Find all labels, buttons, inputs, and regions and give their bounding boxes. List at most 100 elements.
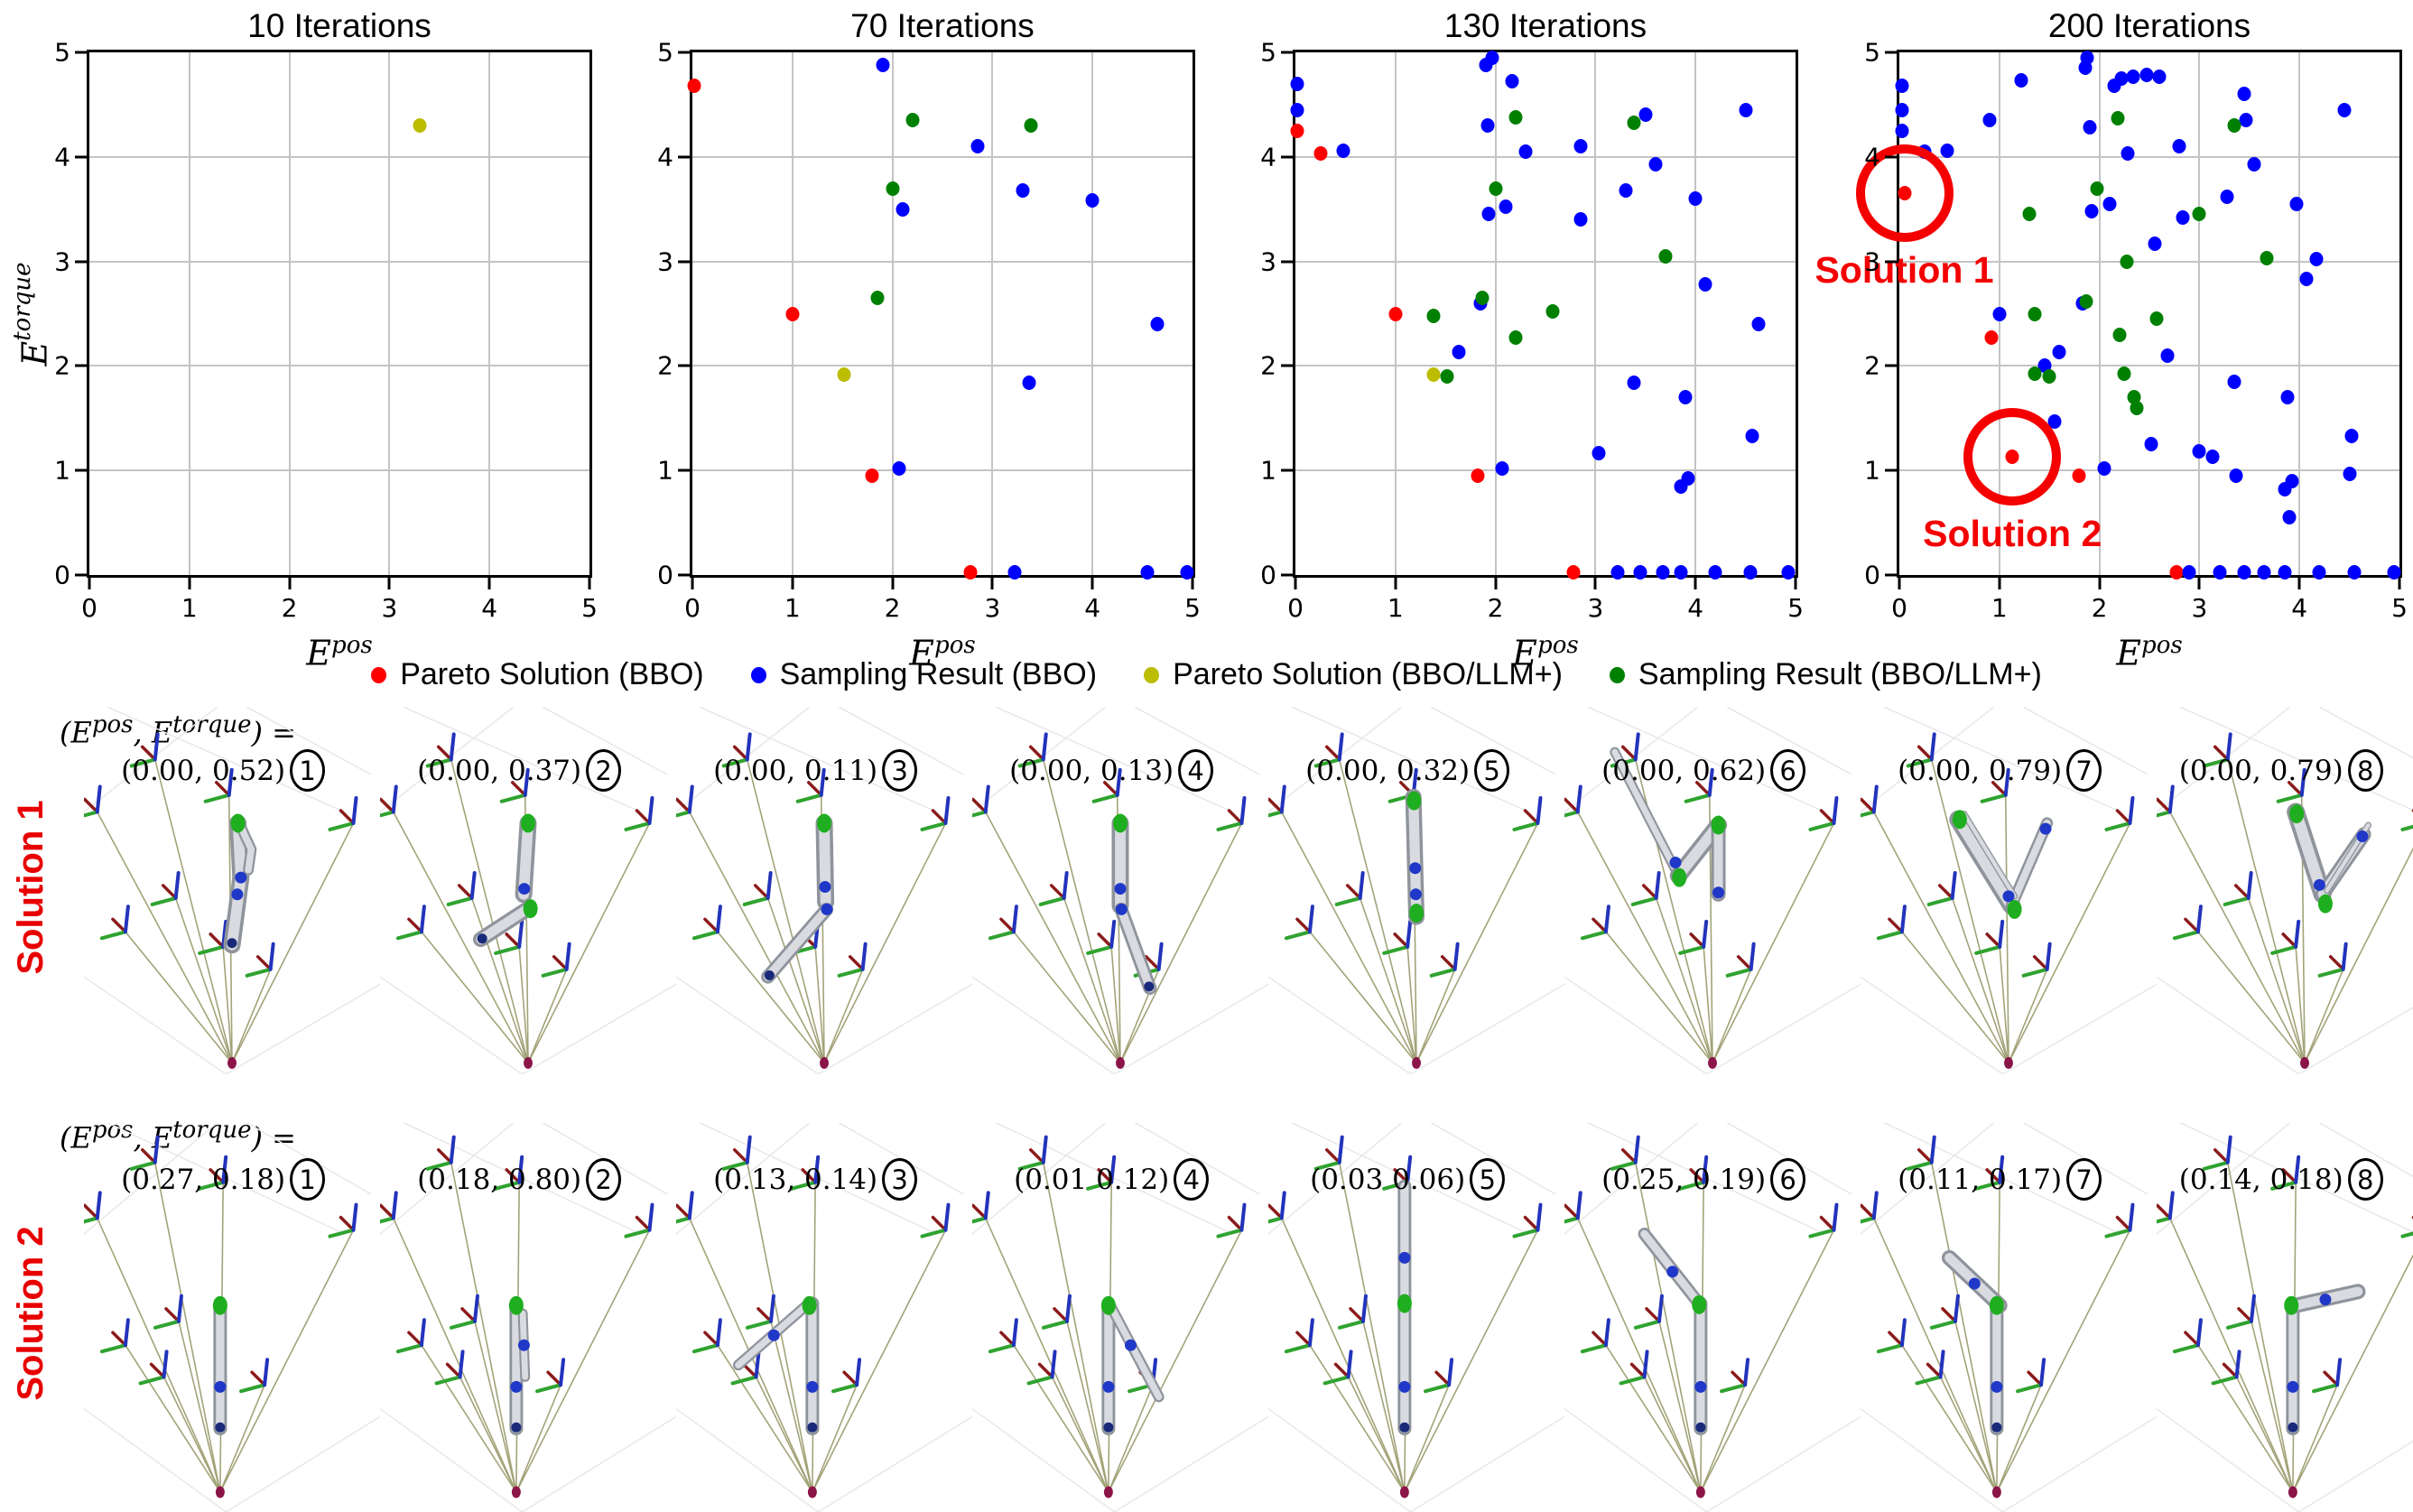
x-axis-label: Epos [2116, 632, 2183, 673]
data-point-sampling_bbo [970, 139, 985, 154]
circled-number: 6 [1770, 749, 1806, 792]
y-tick [75, 364, 87, 367]
data-point-sampling_llm [1024, 118, 1037, 134]
data-point-sampling_llm [1508, 109, 1523, 125]
y-tick-label: 1 [657, 455, 673, 486]
solution-row-1: Solution 1 (Epos, Etorque) = (0.00, 0.52) 1… [0, 700, 2413, 1074]
legend-label: Pareto Solution (BBO/LLM+) [1173, 657, 1563, 691]
gridline [89, 260, 589, 263]
robot-scene [84, 1122, 380, 1512]
robot-panel-solution-1-6: (0.00, 0.62) 6 [1564, 700, 1861, 1074]
x-tick-label: 0 [81, 593, 97, 623]
data-point-sampling_llm [2042, 368, 2056, 384]
gridline [2098, 52, 2101, 575]
data-point-sampling_bbo [2237, 87, 2251, 102]
coord-values: (0.00, 0.32) [1305, 754, 1471, 787]
data-point-sampling_bbo [2309, 252, 2324, 267]
gridline [1899, 155, 2399, 158]
y-tick-label: 2 [1864, 350, 1880, 381]
data-point-sampling_bbo [2282, 510, 2297, 525]
data-point-pareto_bbo [963, 564, 978, 580]
x-tick [2197, 578, 2201, 589]
objective-header: (Epos, Etorque) = [60, 711, 296, 750]
robot-panel-solution-1-7: (0.00, 0.79) 7 [1861, 700, 2157, 1074]
data-point-sampling_bbo [1633, 564, 1647, 580]
legend-label: Sampling Result (BBO/LLM+) [1638, 657, 2042, 691]
data-point-sampling_llm [2112, 327, 2127, 342]
data-point-sampling_bbo [1656, 564, 1670, 580]
data-point-sampling_bbo [1681, 471, 1695, 487]
data-point-sampling_bbo [2160, 348, 2175, 363]
data-point-sampling_bbo [2152, 69, 2167, 84]
data-point-sampling_bbo [1619, 182, 1633, 198]
data-point-sampling_bbo [2126, 69, 2140, 84]
circled-number: 3 [882, 1158, 918, 1201]
y-tick-label: 4 [54, 142, 70, 172]
panel-coord-label: (0.00, 0.62) 6 [1601, 749, 1806, 792]
robot-panel-solution-2-7: (0.11, 0.17) 7 [1861, 1115, 2157, 1512]
data-point-sampling_bbo [2229, 468, 2243, 483]
y-tick [1281, 155, 1293, 159]
panel-coord-label: (0.27, 0.18) 1 [121, 1158, 326, 1201]
data-point-sampling_bbo [2192, 444, 2206, 459]
panel-coord-label: (0.00, 0.32) 5 [1305, 749, 1510, 792]
x-tick [188, 578, 191, 589]
data-point-sampling_bbo [1895, 79, 1909, 94]
data-point-sampling_bbo [2312, 564, 2326, 580]
y-tick-label: 5 [1864, 37, 1880, 68]
x-tick [88, 578, 91, 589]
data-point-sampling_bbo [1610, 564, 1625, 580]
coord-values: (0.14, 0.18) [2178, 1163, 2343, 1196]
data-point-sampling_bbo [2139, 68, 2154, 83]
x-tick [288, 578, 292, 589]
y-tick-label: 5 [54, 37, 70, 68]
x-tick-label: 5 [2391, 593, 2408, 623]
data-point-pareto_bbo [687, 79, 701, 94]
coord-values: (0.27, 0.18) [121, 1163, 286, 1196]
data-point-sampling_llm [2260, 251, 2274, 266]
data-point-sampling_bbo [892, 460, 906, 476]
solution-row-label: Solution 1 [11, 799, 51, 975]
y-tick-label: 3 [54, 246, 70, 277]
circled-number: 8 [2347, 749, 2383, 792]
robot-scene [972, 706, 1268, 1074]
solution-2-annotation-label: Solution 2 [1923, 513, 2102, 555]
y-tick [678, 155, 690, 159]
data-point-pareto_bbo [1471, 468, 1485, 483]
data-point-sampling_bbo [1627, 375, 1640, 390]
y-tick [678, 51, 690, 54]
gridline [488, 52, 491, 575]
data-point-sampling_llm [2028, 306, 2042, 321]
data-point-sampling_bbo [1648, 156, 1663, 172]
data-point-sampling_bbo [1708, 564, 1722, 580]
data-point-sampling_bbo [2078, 60, 2093, 76]
robot-panel-solution-2-8: (0.14, 0.18) 8 [2157, 1115, 2413, 1512]
circled-number: 4 [1174, 1158, 1210, 1201]
circled-number: 2 [586, 749, 622, 792]
solution-1-circle [1855, 144, 1954, 243]
data-point-sampling_llm [2192, 207, 2206, 222]
data-point-sampling_bbo [2182, 564, 2196, 580]
y-tick-label: 0 [657, 560, 673, 590]
data-point-sampling_bbo [1481, 207, 1496, 222]
x-tick [1794, 578, 1797, 589]
data-point-sampling_bbo [2144, 437, 2158, 452]
coord-values: (0.00, 0.52) [121, 754, 286, 787]
panel-coord-label: (0.00, 0.11) 3 [713, 749, 918, 792]
data-point-sampling_bbo [1290, 76, 1304, 91]
x-tick [691, 578, 694, 589]
data-point-pareto_bbo [1566, 564, 1581, 580]
legend-item-sampling_llm: Sampling Result (BBO/LLM+) [1609, 657, 2042, 692]
y-tick [1885, 364, 1897, 367]
x-tick-label: 2 [884, 593, 901, 623]
y-tick-label: 1 [1864, 455, 1880, 486]
legend-dot-sampling_bbo [750, 666, 766, 683]
data-point-sampling_bbo [1940, 143, 1954, 158]
y-tick [1885, 468, 1897, 472]
y-tick-label: 0 [54, 560, 70, 590]
data-point-pareto_bbo [1388, 306, 1403, 321]
data-point-sampling_bbo [2285, 473, 2299, 488]
data-point-sampling_bbo [1007, 564, 1022, 580]
data-point-pareto_bbo [2169, 564, 2184, 580]
data-point-sampling_bbo [1150, 317, 1165, 332]
